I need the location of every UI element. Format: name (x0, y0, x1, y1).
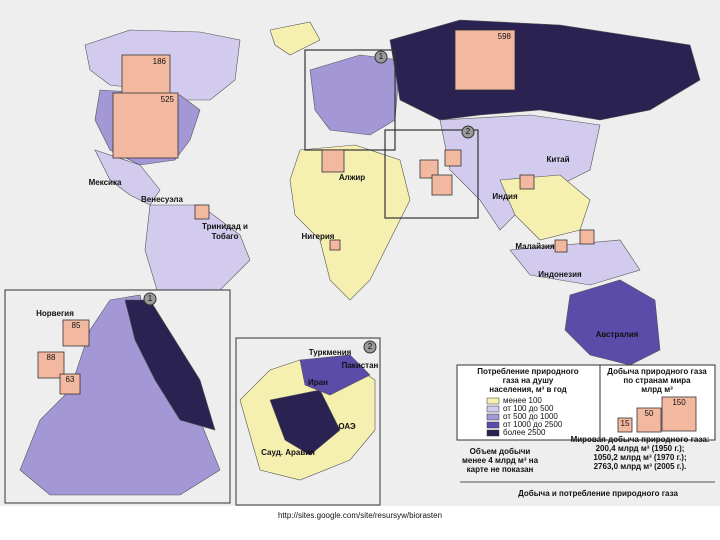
map-title: Добыча и потребление природного газа (518, 489, 678, 498)
legend-label: менее 100 (503, 396, 542, 405)
legend-note: карте не показан (467, 465, 534, 474)
production-square (194, 204, 210, 220)
legend-value: 15 (621, 419, 630, 428)
legend-label: более 2500 (503, 428, 546, 437)
production-square (454, 29, 516, 91)
world-production: 1050,2 млрд м³ (1970 г.); (593, 453, 686, 462)
legend-value: 50 (645, 409, 654, 418)
production-value: 63 (66, 375, 75, 384)
production-square (617, 417, 633, 433)
legend-title: Потребление природного (477, 367, 579, 376)
production-square (321, 149, 345, 173)
legend-title: Добыча природного газа (607, 367, 707, 376)
production-square (661, 396, 697, 432)
source-url: http://sites.google.com/site/resursyw/bi… (278, 511, 442, 520)
production-square (444, 149, 462, 167)
production-value: 186 (153, 57, 167, 66)
legend-swatch (486, 397, 500, 405)
world-production: 200,4 млрд м³ (1950 г.); (596, 444, 685, 453)
legend-swatch (486, 429, 500, 437)
legend-swatch (486, 413, 500, 421)
country-label: Пакистан (342, 361, 379, 370)
country-label: Мексика (89, 178, 122, 187)
country-label: Индия (492, 192, 518, 201)
production-square (554, 239, 568, 253)
footer (0, 506, 720, 540)
legend-title: млрд м³ (641, 385, 673, 394)
country-label: ОАЭ (338, 422, 356, 431)
production-value: 85 (72, 321, 81, 330)
country-label: Малайзия (515, 242, 555, 251)
legend-label: от 1000 до 2500 (503, 420, 563, 429)
legend-value: 150 (672, 398, 686, 407)
production-square (431, 174, 453, 196)
production-square (579, 229, 595, 245)
inset-frame (384, 129, 479, 219)
country-label: Нигерия (302, 232, 335, 241)
inset-marker (143, 292, 157, 306)
production-value: 525 (161, 95, 175, 104)
production-square (636, 407, 662, 433)
production-square (519, 174, 535, 190)
production-square (62, 319, 90, 347)
inset-number: 2 (466, 127, 471, 136)
legend-label: от 500 до 1000 (503, 412, 558, 421)
country-label: Австралия (596, 330, 639, 339)
legend-note: Объем добычи (470, 447, 531, 456)
production-square (112, 92, 179, 159)
inset-number: 1 (148, 294, 153, 303)
country-label: Тобаго (212, 232, 239, 241)
inset-number: 1 (379, 52, 384, 61)
legend-title: по странам мира (623, 376, 691, 385)
country-label: Индонезия (538, 270, 582, 279)
country-label: Венесуэла (141, 195, 183, 204)
legend-title: населения, м³ в год (489, 385, 567, 394)
world-production: Мировая добыча природного газа: (571, 435, 710, 444)
inset-number: 2 (368, 342, 373, 351)
country-label: Туркмения (309, 348, 352, 357)
country-label: Китай (546, 155, 569, 164)
inset-frame (304, 49, 396, 151)
production-square (419, 159, 439, 179)
legend-swatch (486, 421, 500, 429)
country-label: Алжир (339, 173, 365, 182)
inset-2 (235, 337, 381, 506)
world-production: 2763,0 млрд м³ (2005 г.). (594, 462, 687, 471)
legend-label: от 100 до 500 (503, 404, 554, 413)
production-value: 598 (498, 32, 512, 41)
legend-title: газа на душу (503, 376, 554, 385)
inset-1 (4, 289, 231, 504)
country-label: Норвегия (36, 309, 74, 318)
legend-note: менее 4 млрд м³ на (462, 456, 539, 465)
production-value: 88 (47, 353, 56, 362)
legend-swatch (486, 405, 500, 413)
country-label: Тринидад и (202, 222, 248, 231)
legend-box (456, 364, 601, 441)
country-label: Сауд. Аравия (261, 448, 315, 457)
production-square (59, 373, 81, 395)
inset-marker (374, 50, 388, 64)
production-square (329, 239, 341, 251)
country-label: Иран (308, 378, 328, 387)
inset-marker (461, 125, 475, 139)
inset-marker (363, 340, 377, 354)
